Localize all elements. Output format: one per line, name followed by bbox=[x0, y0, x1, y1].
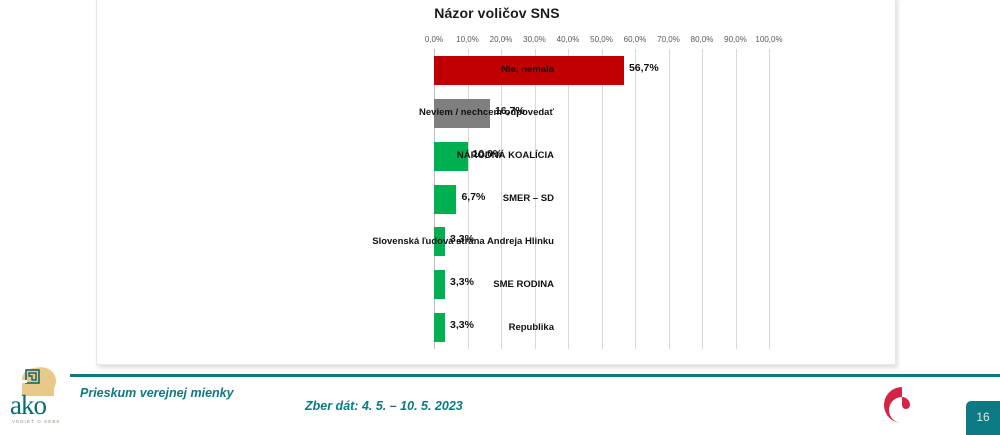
bar[interactable] bbox=[434, 270, 446, 300]
ako-tagline: VEDIEŤ O SEBE bbox=[12, 419, 61, 424]
bar-value-label: 16,7% bbox=[494, 104, 525, 117]
spiral-logo-icon bbox=[882, 385, 922, 425]
bar-row: 3,3% bbox=[434, 263, 769, 306]
gridline bbox=[568, 49, 569, 349]
category-label: Nie, nemala bbox=[501, 64, 554, 76]
x-axis-tick-label: 70,0% bbox=[657, 35, 680, 44]
bar-value-label: 3,3% bbox=[450, 319, 474, 332]
category-label: Neviem / nechcem odpovedať bbox=[419, 107, 554, 119]
category-label: Slovenská ľudová strana Andreja Hlinku bbox=[372, 235, 554, 247]
bar-value-label: 10,0% bbox=[472, 147, 503, 160]
x-axis-tick-label: 80,0% bbox=[690, 35, 714, 44]
gridline bbox=[534, 49, 536, 349]
x-axis-tick-label: 0,0% bbox=[424, 35, 444, 44]
gridline bbox=[635, 49, 636, 349]
footer-caption: Prieskum verejnej mienky bbox=[80, 386, 234, 400]
x-axis-tick-label: 50,0% bbox=[590, 35, 613, 44]
category-label: SME RODINA bbox=[493, 278, 554, 290]
gridline bbox=[769, 49, 770, 349]
bar-row: 3,3% bbox=[434, 220, 769, 263]
chart-title: Názor voličov SNS bbox=[434, 5, 560, 21]
gridline bbox=[702, 49, 703, 349]
bar-row: 10,0% bbox=[434, 135, 769, 178]
ako-logo: ako VEDIEŤ O SEBE bbox=[8, 366, 74, 428]
x-axis-tick-label: 20,0% bbox=[489, 35, 513, 44]
gridline bbox=[601, 49, 603, 349]
gridline bbox=[735, 49, 737, 349]
bar[interactable] bbox=[434, 141, 468, 171]
bar[interactable] bbox=[434, 56, 624, 85]
category-label: Republika bbox=[508, 321, 554, 333]
gridline bbox=[467, 49, 469, 349]
bar-row: 56,7% bbox=[434, 49, 769, 92]
gridline bbox=[501, 49, 502, 349]
bar-value-label: 3,3% bbox=[450, 276, 474, 289]
footer-divider bbox=[70, 374, 1000, 377]
x-axis-tick-label: 100,0% bbox=[755, 35, 783, 44]
bar-value-label: 56,7% bbox=[628, 62, 659, 74]
ako-head-icon bbox=[18, 367, 56, 396]
bar[interactable] bbox=[434, 184, 457, 214]
x-axis-tick-labels: 0,0% 10,0% 20,0% 30,0% 40,0% 50,0% 60,0% 70,0% 8… bbox=[425, 35, 783, 47]
chart-panel: Názor voličov SNS 0,0% 10,0% 20,0% 30,0% 40,… bbox=[96, 0, 896, 365]
bar[interactable] bbox=[434, 227, 446, 257]
gridline bbox=[668, 49, 670, 349]
ako-wordmark: ako bbox=[10, 390, 47, 420]
x-axis-tick-label: 40,0% bbox=[556, 35, 580, 44]
x-axis-tick-label: 60,0% bbox=[623, 35, 647, 44]
bar[interactable] bbox=[434, 98, 490, 128]
x-axis-tick-label: 90,0% bbox=[724, 35, 747, 44]
category-label: NÁRODNÁ KOALÍCIA bbox=[456, 150, 554, 162]
bar-value-label: 6,7% bbox=[461, 190, 486, 203]
bar-value-label: 3,3% bbox=[450, 233, 474, 246]
bar-row: 16,7% bbox=[434, 92, 769, 135]
page-number: 16 bbox=[976, 410, 990, 424]
bar[interactable] bbox=[434, 313, 446, 343]
footer-data-collection-date: Zber dát: 4. 5. – 10. 5. 2023 bbox=[305, 399, 463, 413]
bar-row: 3,3% bbox=[434, 306, 769, 349]
x-axis-tick-label: 10,0% bbox=[456, 35, 479, 44]
page-number-badge: 16 bbox=[966, 401, 1000, 435]
x-axis-tick-label: 30,0% bbox=[523, 35, 546, 44]
bar-row: 6,7% bbox=[434, 178, 769, 221]
plot-area: 56,7% 16,7% 10,0% 6,7% 3,3% 3,3% 3,3% bbox=[434, 49, 770, 349]
category-label: SMER – SD bbox=[502, 193, 554, 204]
